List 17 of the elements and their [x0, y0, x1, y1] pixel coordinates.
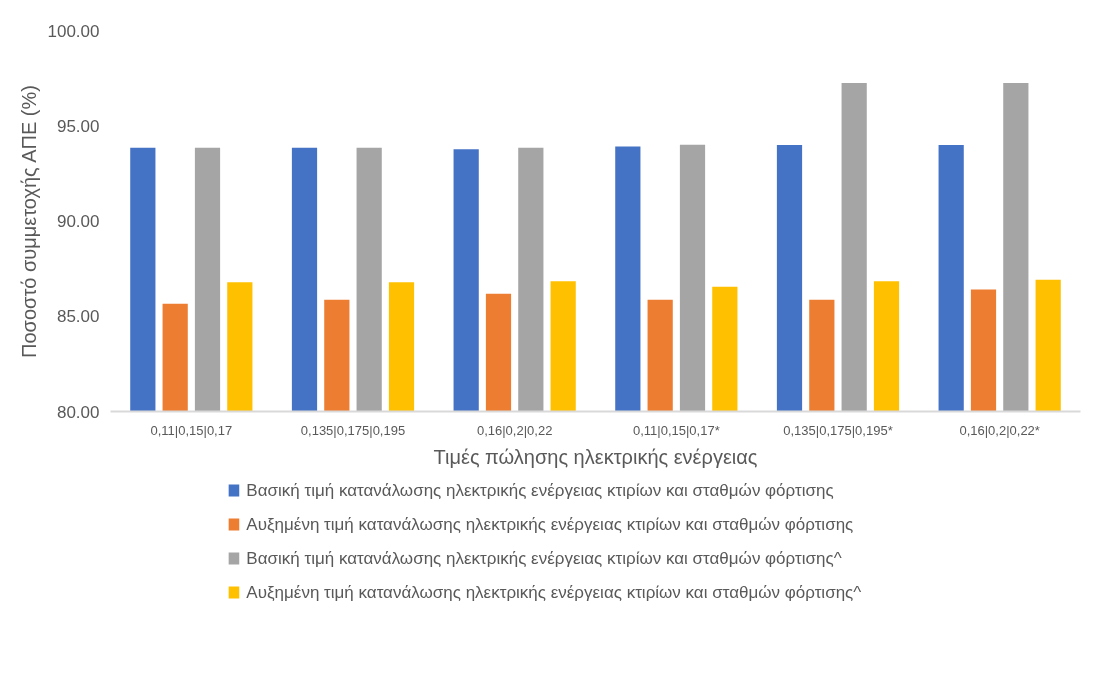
legend-label: Βασική τιμή κατανάλωσης ηλεκτρικής ενέργειας κτιρίων και σταθμών φόρτισης^	[246, 549, 842, 568]
x-tick-label: 0,16|0,2|0,22	[476, 422, 553, 438]
legend-label: Αυξημένη τιμή κατανάλωσης ηλεκτρικής ενέργειας κτιρίων και σταθμών φόρτισης^	[246, 583, 862, 602]
y-tick-label: 85.00	[56, 307, 100, 327]
legend-label: Βασική τιμή κατανάλωσης ηλεκτρικής ενέργειας κτιρίων και σταθμών φόρτισης	[246, 481, 834, 500]
legend-label: Αυξημένη τιμή κατανάλωσης ηλεκτρικής ενέργειας κτιρίων και σταθμών φόρτισης	[246, 515, 854, 534]
x-tick-label: 0,11|0,15|0,17	[150, 422, 233, 438]
x-tick-label: 0,16|0,2|0,22*	[959, 422, 1040, 438]
y-axis-title: Ποσοστό συμμετοχής ΑΠΕ (%)	[17, 85, 40, 358]
x-tick-label: 0,135|0,175|0,195*	[783, 422, 893, 438]
x-tick-label: 0,135|0,175|0,195	[300, 422, 406, 438]
y-tick-label: 90.00	[56, 212, 100, 231]
y-tick-label: 100.00	[47, 21, 100, 41]
x-tick-label: 0,11|0,15|0,17*	[632, 422, 720, 438]
y-tick-label: 95.00	[56, 116, 100, 136]
y-tick-label: 80.00	[56, 402, 100, 422]
x-axis-title: Τιμές πώλησης ηλεκτρικής ενέργειας	[433, 445, 758, 468]
